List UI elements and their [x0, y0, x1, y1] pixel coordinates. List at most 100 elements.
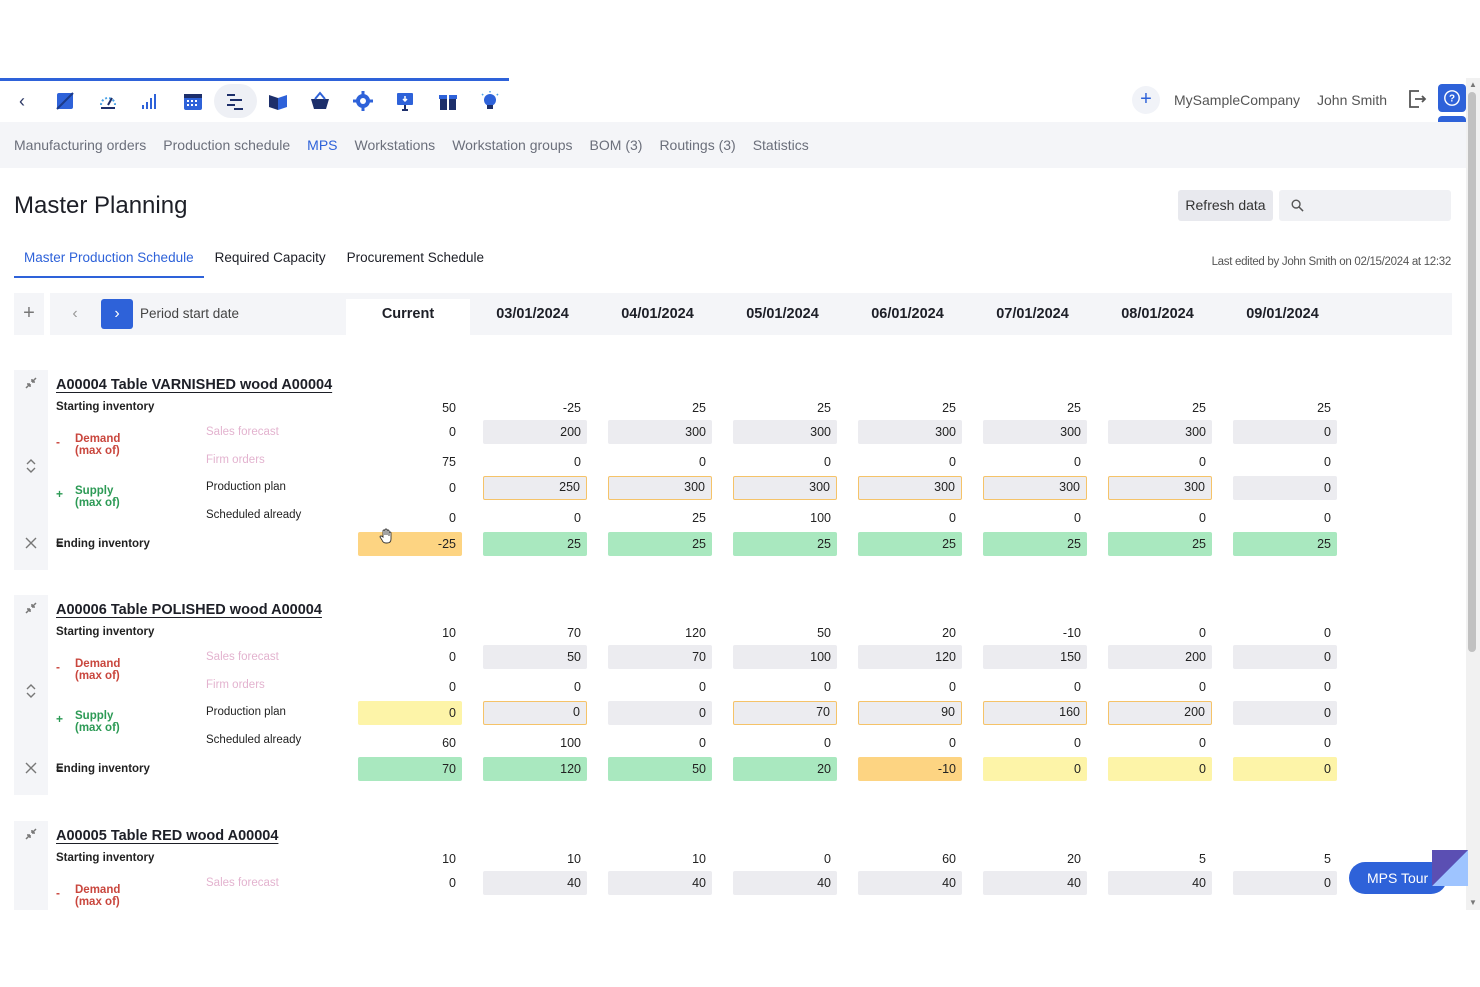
collapse-icon[interactable]	[14, 376, 48, 395]
starting-cell: 0	[1324, 626, 1331, 640]
production-plan-cell[interactable]: 0	[1233, 476, 1337, 500]
remove-icon[interactable]	[14, 536, 48, 554]
sales-forecast-cell[interactable]: 40	[608, 871, 712, 895]
period-header: + ‹ › Period start date Current 03/01/20…	[14, 293, 1452, 335]
remove-icon[interactable]	[14, 761, 48, 779]
sales-forecast-cell[interactable]: 100	[733, 645, 837, 669]
production-plan-cell[interactable]: 300	[1108, 476, 1212, 500]
reorder-icon[interactable]	[14, 458, 48, 479]
subnav-tab-1[interactable]: Production schedule	[163, 137, 291, 153]
mps-tour-button[interactable]: MPS Tour	[1349, 862, 1447, 894]
production-plan-cell[interactable]: 200	[1108, 701, 1212, 725]
production-icon[interactable]	[214, 84, 257, 118]
scrollbar-thumb[interactable]	[1468, 92, 1476, 652]
sales-forecast-cell[interactable]: 40	[483, 871, 587, 895]
previous-period-button[interactable]: ‹	[72, 305, 78, 322]
refresh-data-button[interactable]: Refresh data	[1178, 190, 1273, 221]
analytics-icon[interactable]	[129, 84, 172, 118]
sales-icon[interactable]	[44, 84, 87, 118]
scheduled-already-cell: 100	[560, 736, 581, 750]
subnav-tab-4[interactable]: Workstation groups	[452, 137, 573, 153]
reorder-icon[interactable]	[14, 683, 48, 704]
minus-sign: -	[56, 660, 60, 674]
sales-forecast-cell[interactable]: 300	[1108, 420, 1212, 444]
scheduled-already-cell: 0	[1199, 736, 1206, 750]
starting-cell: 10	[442, 626, 456, 640]
product-block: A00004 Table VARNISHED wood A00004 Starti…	[14, 370, 1454, 570]
production-plan-cell[interactable]: 250	[483, 476, 587, 500]
sales-forecast-cell[interactable]: 300	[858, 420, 962, 444]
add-button[interactable]: +	[1132, 86, 1160, 114]
dashboard-icon[interactable]	[87, 84, 130, 118]
product-title[interactable]: A00006 Table POLISHED wood A00004	[56, 602, 322, 618]
collapse-icon[interactable]	[14, 827, 48, 846]
gift-icon[interactable]	[427, 84, 470, 118]
sales-forecast-cell[interactable]: 150	[983, 645, 1087, 669]
starting-cell: 10	[442, 852, 456, 866]
sales-forecast-cell[interactable]: 70	[608, 645, 712, 669]
production-plan-cell[interactable]: 90	[858, 701, 962, 725]
sales-forecast-cell[interactable]: 120	[858, 645, 962, 669]
sales-forecast-cell[interactable]: 300	[983, 420, 1087, 444]
sales-forecast-cell[interactable]: 40	[983, 871, 1087, 895]
product-title[interactable]: A00005 Table RED wood A00004	[56, 828, 279, 844]
starting-cell: 25	[1067, 401, 1081, 415]
subnav-tab-5[interactable]: BOM (3)	[589, 137, 643, 153]
search-input[interactable]	[1312, 198, 1442, 213]
production-plan-cell[interactable]: 300	[608, 476, 712, 500]
firm-orders-cell: 0	[949, 455, 956, 469]
product-rail	[14, 821, 48, 910]
sales-forecast-cell[interactable]: 40	[858, 871, 962, 895]
lightbulb-icon[interactable]	[469, 84, 512, 118]
plus-sign: +	[56, 712, 64, 726]
firm-orders-cell: 75	[442, 455, 456, 469]
production-plan-cell[interactable]: 300	[733, 476, 837, 500]
product-title[interactable]: A00004 Table VARNISHED wood A00004	[56, 377, 333, 393]
subnav-tab-7[interactable]: Statistics	[752, 137, 809, 153]
add-product-button[interactable]: +	[14, 293, 50, 335]
scheduled-already-cell: 0	[824, 736, 831, 750]
logout-icon[interactable]	[1406, 88, 1428, 110]
production-plan-cell[interactable]: 0	[608, 701, 712, 725]
collapse-icon[interactable]	[14, 601, 48, 620]
subnav-tab-2[interactable]: MPS	[307, 137, 338, 153]
calendar-icon[interactable]	[172, 84, 215, 118]
presentation-icon[interactable]	[384, 84, 427, 118]
firm-orders-cell: 0	[824, 455, 831, 469]
scroll-down-arrow-icon[interactable]: ▼	[1469, 898, 1477, 907]
subnav-tab-3[interactable]: Workstations	[354, 137, 436, 153]
sales-forecast-cell[interactable]: 200	[1108, 645, 1212, 669]
chevron-left-icon[interactable]: ‹	[19, 91, 25, 111]
production-plan-cell[interactable]: 300	[858, 476, 962, 500]
sales-forecast-cell[interactable]: 200	[483, 420, 587, 444]
settings-icon[interactable]	[342, 84, 385, 118]
sales-forecast-cell[interactable]: 40	[1108, 871, 1212, 895]
view-tab-0[interactable]: Master Production Schedule	[14, 246, 204, 278]
sales-forecast-cell[interactable]: 40	[733, 871, 837, 895]
sales-forecast-cell[interactable]: 300	[733, 420, 837, 444]
sales-forecast-cell[interactable]: 300	[608, 420, 712, 444]
sales-forecast-cell[interactable]: 0	[1233, 645, 1337, 669]
user-name[interactable]: John Smith	[1317, 92, 1388, 108]
basket-icon[interactable]	[299, 84, 342, 118]
search-box[interactable]	[1279, 190, 1451, 221]
sales-forecast-cell[interactable]: 50	[483, 645, 587, 669]
subnav-tab-6[interactable]: Routings (3)	[659, 137, 736, 153]
production-plan-cell[interactable]: 300	[983, 476, 1087, 500]
view-tab-1[interactable]: Required Capacity	[214, 250, 326, 265]
production-plan-cell[interactable]: 0	[483, 701, 587, 725]
production-plan-cell[interactable]: 0	[1233, 701, 1337, 725]
help-icon[interactable]: ?	[1438, 84, 1466, 112]
starting-cell: 10	[567, 852, 581, 866]
reorder-icon[interactable]	[14, 909, 48, 910]
production-plan-cell[interactable]: 160	[983, 701, 1087, 725]
sales-forecast-cell[interactable]: 0	[1233, 871, 1337, 895]
next-period-button[interactable]: ›	[101, 299, 133, 329]
view-tab-2[interactable]: Procurement Schedule	[346, 250, 484, 265]
scroll-up-arrow-icon[interactable]: ▲	[1469, 80, 1477, 89]
company-name[interactable]: MySampleCompany	[1174, 92, 1301, 108]
sales-forecast-cell[interactable]: 0	[1233, 420, 1337, 444]
subnav-tab-0[interactable]: Manufacturing orders	[14, 137, 147, 153]
book-icon[interactable]	[257, 84, 300, 118]
production-plan-cell[interactable]: 70	[733, 701, 837, 725]
